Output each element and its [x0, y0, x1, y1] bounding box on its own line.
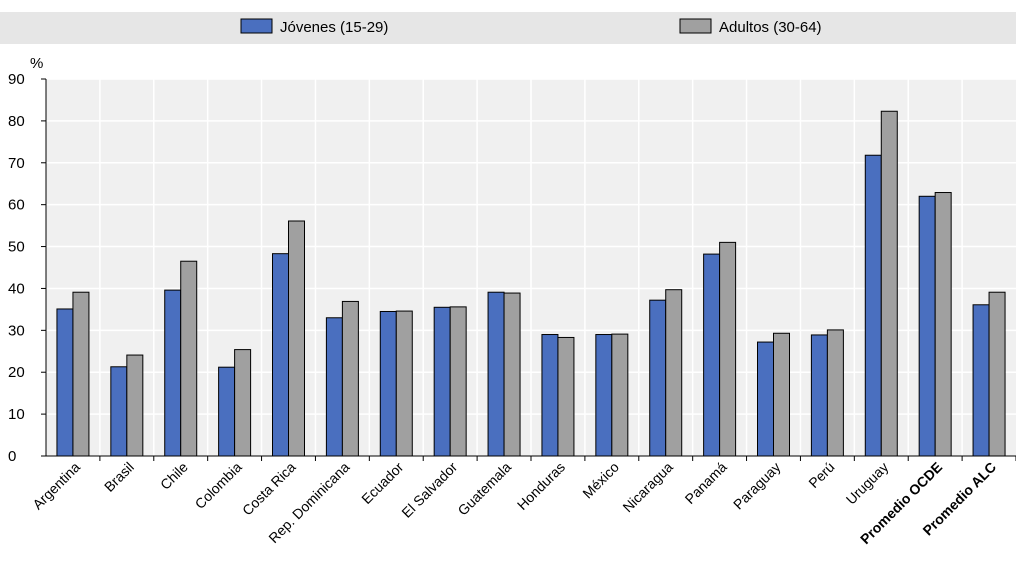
y-axis-unit-label: % [30, 55, 43, 72]
legend-swatch-jovenes [240, 18, 273, 34]
bar-adultos [503, 292, 521, 457]
legend: Jóvenes (15-29) Adultos (30-64) [240, 18, 822, 36]
bar-jovenes [541, 334, 559, 457]
bar-jovenes [218, 366, 236, 457]
bar-adultos [449, 306, 467, 457]
y-tick-label: 40 [8, 280, 25, 297]
x-category-label: Guatemala [454, 459, 514, 519]
y-tick-label: 30 [8, 322, 25, 339]
y-tick-label: 60 [8, 197, 25, 214]
bar-jovenes [487, 291, 505, 457]
bar-jovenes [433, 306, 451, 457]
bar-adultos [126, 354, 144, 457]
x-category-label: Honduras [514, 459, 568, 513]
bar-jovenes [918, 195, 936, 457]
bar-adultos [234, 349, 252, 457]
bar-jovenes [972, 304, 990, 457]
y-tick-label: 10 [8, 406, 25, 423]
bar-adultos [611, 333, 629, 457]
bar-adultos [72, 291, 90, 457]
y-axis-ticks: 0 10 20 30 40 50 60 70 80 90 [8, 71, 46, 465]
bar-jovenes [379, 310, 397, 457]
bar-adultos [880, 110, 898, 457]
bar-jovenes [810, 334, 828, 457]
legend-band [0, 12, 1016, 44]
bar-jovenes [56, 308, 74, 457]
bar-jovenes [649, 299, 667, 457]
legend-label-adultos: Adultos (30-64) [719, 19, 822, 36]
bar-jovenes [757, 341, 774, 457]
bar-adultos [826, 329, 844, 457]
bar-adultos [557, 336, 575, 457]
x-category-label: Panamá [682, 459, 730, 507]
bar-jovenes [325, 317, 343, 457]
x-category-label: El Salvador [398, 459, 460, 521]
bar-adultos [180, 260, 198, 457]
bar-adultos [988, 291, 1006, 457]
bar-jovenes [703, 253, 721, 457]
x-category-label: Argentina [29, 459, 83, 513]
bar-adultos [719, 241, 737, 457]
bar-adultos [934, 192, 952, 457]
y-tick-label: 0 [8, 448, 16, 465]
y-tick-label: 20 [8, 364, 25, 381]
bar-adultos [341, 300, 359, 457]
x-category-label: México [579, 459, 622, 502]
bar-adultos [665, 289, 683, 457]
y-tick-label: 90 [8, 71, 25, 88]
y-tick-label: 80 [8, 113, 25, 130]
legend-label-jovenes: Jóvenes (15-29) [280, 19, 388, 36]
legend-swatch-adultos [679, 18, 712, 34]
x-category-label: Brasil [101, 459, 137, 495]
bar-adultos [773, 332, 790, 457]
x-category-label: Colombia [192, 459, 245, 512]
bar-jovenes [110, 366, 128, 457]
x-category-label: Perú [805, 459, 837, 491]
x-category-label: Ecuador [358, 459, 406, 507]
bar-jovenes [595, 334, 613, 457]
bar-adultos [395, 310, 413, 457]
x-category-label: Paraguay [730, 459, 784, 513]
gridlines [46, 78, 1016, 456]
bar-adultos [288, 220, 305, 457]
bar-jovenes [272, 253, 289, 457]
y-tick-label: 50 [8, 239, 25, 256]
x-category-label: Uruguay [843, 459, 892, 508]
y-tick-label: 70 [8, 155, 25, 172]
bar-jovenes [864, 154, 882, 457]
x-category-label: Nicaragua [619, 459, 676, 516]
bar-jovenes [164, 289, 182, 457]
x-category-label: Chile [157, 459, 191, 493]
